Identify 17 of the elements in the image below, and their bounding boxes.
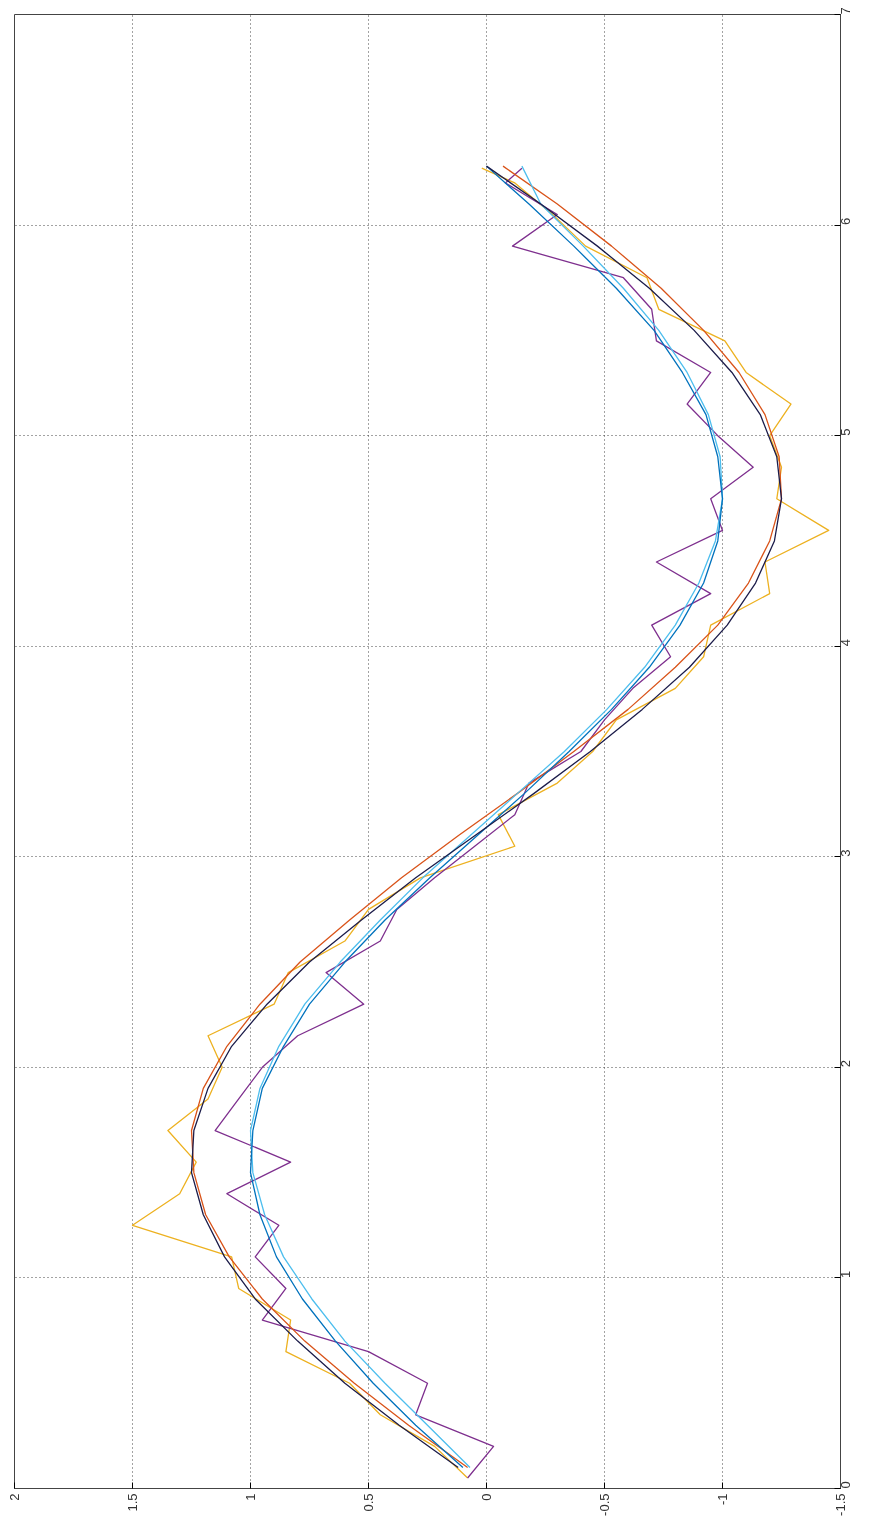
y-tick-label: 3	[838, 849, 853, 857]
x-tick-label: 0.5	[361, 1493, 376, 1512]
y-tick-label: 4	[838, 638, 853, 647]
y-tick-label: 2	[838, 1060, 853, 1068]
line-series	[131, 167, 830, 1479]
y-tick-label: 0	[838, 1481, 853, 1489]
x-tick-label: -1.5	[833, 1493, 848, 1516]
y-tick-label: 6	[838, 217, 853, 226]
y-tick-label: 5	[838, 428, 853, 436]
x-tick-label: -1	[715, 1493, 730, 1506]
x-tick-label: 2	[7, 1493, 22, 1501]
x-tick-label: 0	[479, 1493, 494, 1501]
x-tick-label: 1.5	[125, 1493, 140, 1512]
y-tick-label: 7	[838, 7, 853, 15]
x-tick-label: -0.5	[597, 1493, 612, 1516]
x-tick-label: 1	[243, 1493, 258, 1501]
y-tick-label: 1	[838, 1270, 853, 1278]
